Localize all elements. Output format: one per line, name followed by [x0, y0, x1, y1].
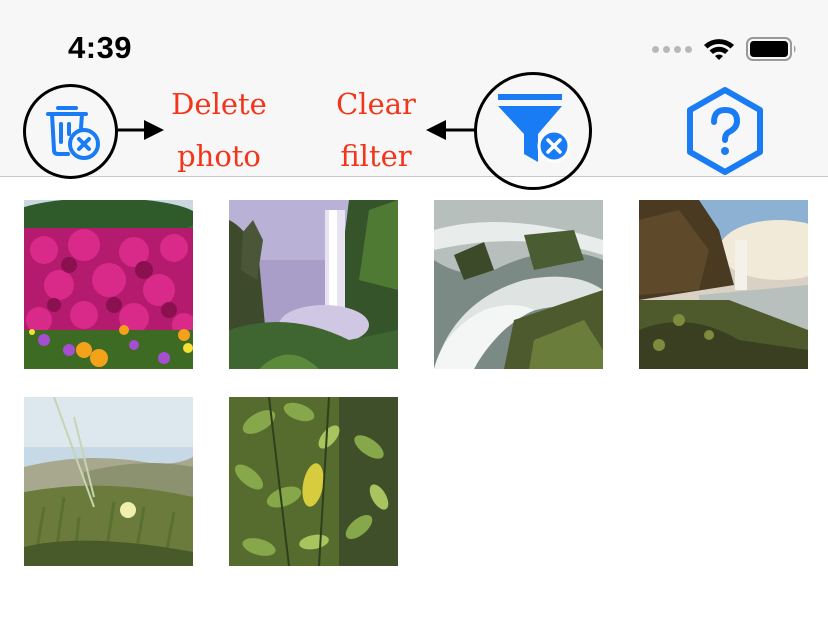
- cellular-signal-icon: [652, 45, 692, 53]
- clear-filter-annotation: Clear filter: [322, 78, 430, 182]
- filter-arrow: [426, 120, 476, 140]
- question-hexagon-icon: [687, 87, 763, 175]
- photo-thumbnail[interactable]: [229, 200, 398, 369]
- delete-annotation-line1: Delete: [171, 87, 267, 121]
- photo-thumbnail[interactable]: [229, 397, 398, 566]
- photo-thumbnail[interactable]: [639, 200, 808, 369]
- status-time: 4:39: [68, 30, 133, 65]
- delete-callout-circle: [23, 84, 118, 179]
- leaves-photo: [229, 397, 398, 566]
- delete-photo-button[interactable]: [36, 96, 106, 166]
- help-button[interactable]: [684, 86, 766, 176]
- delete-annotation-line2: photo: [177, 139, 261, 173]
- trash-with-x-icon: [46, 106, 100, 160]
- filter-annotation-line2: filter: [340, 139, 412, 173]
- photo-thumbnail[interactable]: [24, 397, 193, 566]
- status-indicators: [652, 36, 798, 62]
- clear-filter-button[interactable]: [490, 88, 578, 176]
- rapids-photo: [434, 200, 603, 369]
- photo-thumbnail[interactable]: [24, 200, 193, 369]
- filter-with-x-icon: [498, 94, 571, 163]
- navigation-bar: 4:39: [0, 0, 828, 190]
- dunes-photo: [24, 397, 193, 566]
- filter-annotation-line1: Clear: [336, 87, 416, 121]
- coastal-falls-photo: [639, 200, 808, 369]
- delete-arrow: [118, 120, 164, 140]
- battery-icon: [746, 37, 796, 61]
- waterfall-photo: [229, 200, 398, 369]
- delete-photo-annotation: Delete photo: [160, 78, 278, 182]
- flowers-photo: [24, 200, 193, 369]
- wifi-icon: [704, 39, 734, 60]
- filter-callout-circle: [474, 72, 592, 190]
- photo-thumbnail[interactable]: [434, 200, 603, 369]
